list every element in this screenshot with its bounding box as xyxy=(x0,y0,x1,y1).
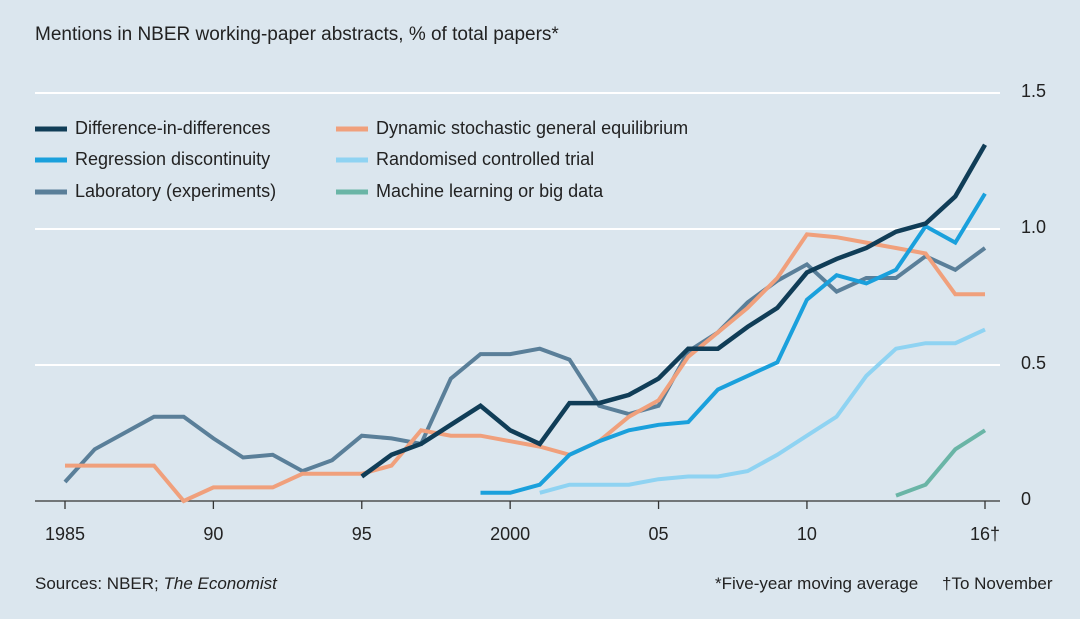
series-lines xyxy=(63,143,987,504)
legend-label-laboratory-experiments: Laboratory (experiments) xyxy=(75,181,276,201)
footnote-to-november: †To November xyxy=(942,574,1053,593)
x-tick-label: 90 xyxy=(203,524,223,544)
sources-note: Sources: NBER; The Economist xyxy=(35,574,278,593)
legend-label-regression-discontinuity: Regression discontinuity xyxy=(75,149,270,169)
series-line-difference-in-differences xyxy=(360,143,987,479)
legend-label-machine-learning-or-big-data: Machine learning or big data xyxy=(376,181,604,201)
series-line-laboratory-experiments xyxy=(63,246,987,484)
y-tick-label: 1.0 xyxy=(1021,217,1046,237)
series-line-randomised-controlled-trial xyxy=(539,327,986,495)
y-tick-label: 1.5 xyxy=(1021,81,1046,101)
x-tick-label: 1985 xyxy=(45,524,85,544)
series-line-machine-learning-or-big-data xyxy=(895,428,987,498)
x-tick-label: 05 xyxy=(649,524,669,544)
x-tick-label: 2000 xyxy=(490,524,530,544)
legend: Difference-in-differences Regression disc… xyxy=(35,118,688,201)
x-tick-label: 10 xyxy=(797,524,817,544)
y-tick-label: 0 xyxy=(1021,489,1031,509)
legend-label-randomised-controlled-trial: Randomised controlled trial xyxy=(376,149,594,169)
chart-title: Mentions in NBER working-paper abstracts… xyxy=(35,24,559,45)
series-line-dynamic-stochastic-general-equilibrium xyxy=(65,232,985,504)
series-line-regression-discontinuity xyxy=(480,192,987,495)
x-axis-ticks: 1985 90 95 2000 05 10 16† xyxy=(45,501,1000,544)
x-tick-label: 16† xyxy=(970,524,1000,544)
y-axis-tick-labels: 0 0.5 1.0 1.5 xyxy=(1021,81,1046,509)
footer: Sources: NBER; The Economist *Five-year … xyxy=(35,574,1053,593)
gridlines xyxy=(35,92,1000,502)
footnote-moving-average: *Five-year moving average xyxy=(715,574,918,593)
legend-label-difference-in-differences: Difference-in-differences xyxy=(75,118,270,138)
legend-label-dynamic-stochastic-general-equilibrium: Dynamic stochastic general equilibrium xyxy=(376,118,688,138)
y-tick-label: 0.5 xyxy=(1021,353,1046,373)
x-tick-label: 95 xyxy=(352,524,372,544)
